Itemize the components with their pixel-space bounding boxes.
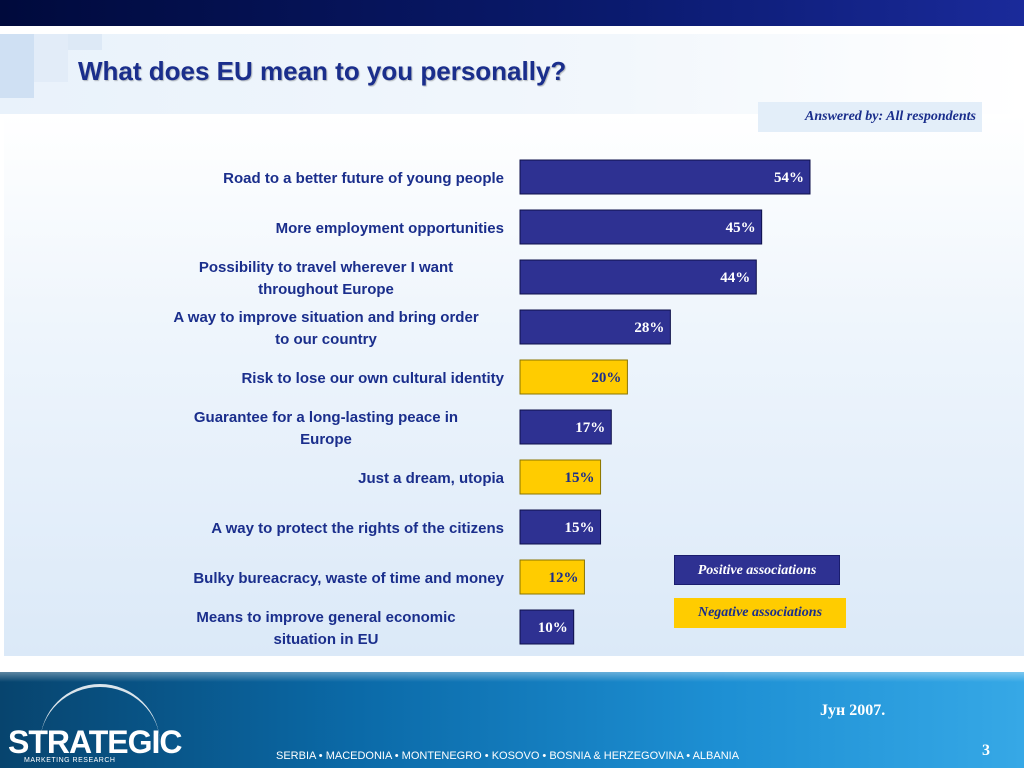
category-label-0: Road to a better future of young people xyxy=(223,170,504,187)
value-label-4: 20% xyxy=(591,370,621,386)
footer-sheen xyxy=(0,672,1024,682)
bar-chart: 54% Road to a better future of young peop… xyxy=(173,159,811,648)
bar-9 xyxy=(519,609,575,645)
slide-date: Јун 2007. xyxy=(820,702,886,719)
bar-6 xyxy=(519,459,602,495)
value-label-8: 12% xyxy=(548,570,578,586)
value-label-5: 17% xyxy=(575,420,605,436)
logo: STRATEGIC xyxy=(8,724,183,760)
value-label-7: 15% xyxy=(565,520,595,536)
decor-square xyxy=(34,34,68,82)
bar-7 xyxy=(519,509,602,545)
countries-list: SERBIA • MACEDONIA • MONTENEGRO • KOSOVO… xyxy=(276,750,740,762)
category-label-7: A way to protect the rights of the citiz… xyxy=(211,520,504,537)
value-label-9: 10% xyxy=(538,620,568,636)
category-label-2: Possibility to travel wherever I want thr… xyxy=(199,259,453,298)
top-bar xyxy=(0,0,1024,26)
category-label-6: Just a dream, utopia xyxy=(358,470,505,487)
decor-square xyxy=(68,34,102,50)
bar-1 xyxy=(519,209,763,245)
bar-8 xyxy=(519,559,585,595)
decor-square xyxy=(0,34,34,98)
bar-5 xyxy=(519,409,612,445)
legend-positive: Positive associations xyxy=(674,555,840,585)
footer xyxy=(0,672,1024,768)
bar-0 xyxy=(519,159,811,195)
slide-title: What does EU mean to you personally? xyxy=(78,56,567,86)
page-number: 3 xyxy=(982,742,990,759)
category-label-9: Means to improve general economic situati… xyxy=(196,609,455,648)
value-label-2: 44% xyxy=(720,270,750,286)
value-label-0: 54% xyxy=(774,170,804,186)
category-label-4: Risk to lose our own cultural identity xyxy=(241,370,504,387)
category-label-8: Bulky bureacracy, waste of time and mone… xyxy=(193,570,504,587)
chart-panel xyxy=(4,114,1024,656)
bar-3 xyxy=(519,309,671,345)
value-label-3: 28% xyxy=(634,320,664,336)
logo-arc-icon xyxy=(40,684,160,744)
value-label-6: 15% xyxy=(565,470,595,486)
value-label-1: 45% xyxy=(726,220,756,236)
logo-subtext: MARKETING RESEARCH xyxy=(24,757,116,764)
legend-negative: Negative associations xyxy=(674,598,846,628)
bar-4 xyxy=(519,359,628,395)
answered-by-note: Answered by: All respondents xyxy=(758,102,982,132)
category-label-1: More employment opportunities xyxy=(276,220,504,237)
bar-2 xyxy=(519,259,757,295)
title-area xyxy=(0,34,1024,114)
category-label-5: Guarantee for a long-lasting peace in Eur… xyxy=(194,409,458,448)
category-label-3: A way to improve situation and bring ord… xyxy=(173,309,478,348)
